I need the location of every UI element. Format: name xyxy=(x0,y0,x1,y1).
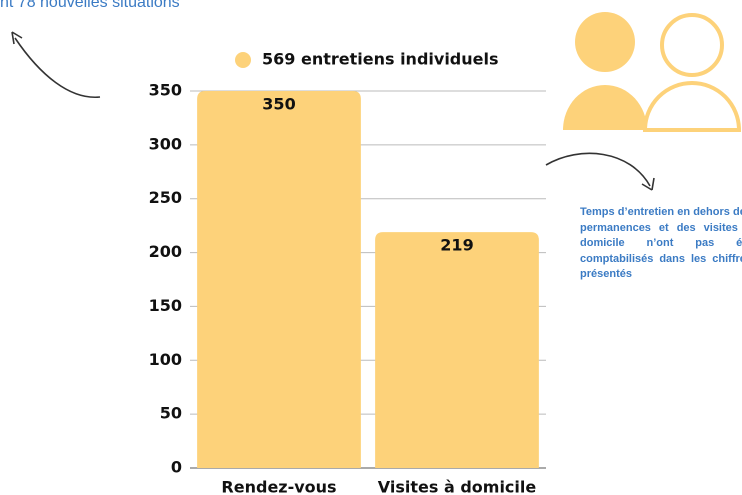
bar xyxy=(197,91,361,468)
arrow-head xyxy=(641,177,655,191)
y-tick-label: 0 xyxy=(171,458,182,477)
arrow xyxy=(545,152,651,187)
y-tick-label: 250 xyxy=(149,188,182,207)
bar xyxy=(375,232,539,468)
y-tick-label: 200 xyxy=(149,242,182,261)
legend-label: 569 entretiens individuels xyxy=(262,50,499,69)
arrow xyxy=(14,37,101,98)
people-icon xyxy=(563,12,742,132)
legend-swatch xyxy=(235,52,251,68)
y-tick-label: 300 xyxy=(149,134,182,153)
arrow-head xyxy=(11,31,23,45)
value-label: 219 xyxy=(440,236,473,255)
note: Temps d’entretien en dehors des permanen… xyxy=(580,206,742,280)
x-tick-label: Visites à domicile xyxy=(378,478,537,495)
y-tick-label: 150 xyxy=(149,296,182,315)
value-label: 350 xyxy=(262,95,295,114)
x-tick-label: Rendez-vous xyxy=(221,478,336,495)
top-text: nt 78 nouvelles situations xyxy=(0,0,180,11)
y-tick-label: 100 xyxy=(149,350,182,369)
y-tick-label: 50 xyxy=(160,404,182,423)
y-tick-label: 350 xyxy=(149,81,182,100)
